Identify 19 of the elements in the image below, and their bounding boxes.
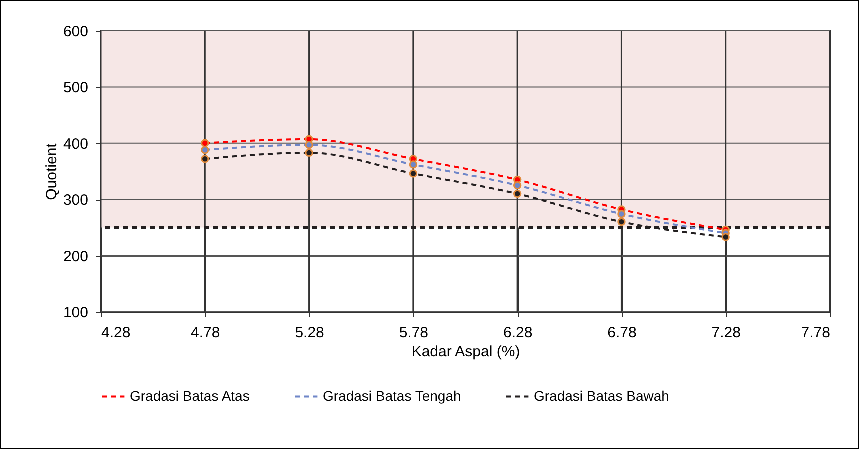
x-tick-label: 4.28 [102,324,131,342]
x-tick-label: 6.78 [608,324,637,342]
x-axis-title: Kadar Aspal (%) [412,344,520,360]
x-tick-label: 5.28 [295,324,324,342]
x-tick-label: 4.78 [191,324,220,342]
y-tick-label: 100 [63,304,88,322]
x-tick-label: 7.78 [801,324,830,342]
y-tick-label: 200 [63,248,88,266]
legend-label: Gradasi Batas Atas [130,388,250,404]
legend-label: Gradasi Batas Bawah [534,388,670,404]
x-tick-label: 7.28 [712,324,741,342]
y-tick-label: 500 [63,80,88,97]
x-tick-label: 5.78 [399,324,429,342]
legend-label: Gradasi Batas Tengah [323,388,462,404]
y-tick-label: 400 [63,136,88,153]
x-tick-label: 6.28 [503,324,533,342]
y-axis-title: Quotient [43,142,60,200]
y-tick-label: 600 [63,24,88,40]
y-tick-label: 300 [63,192,88,210]
